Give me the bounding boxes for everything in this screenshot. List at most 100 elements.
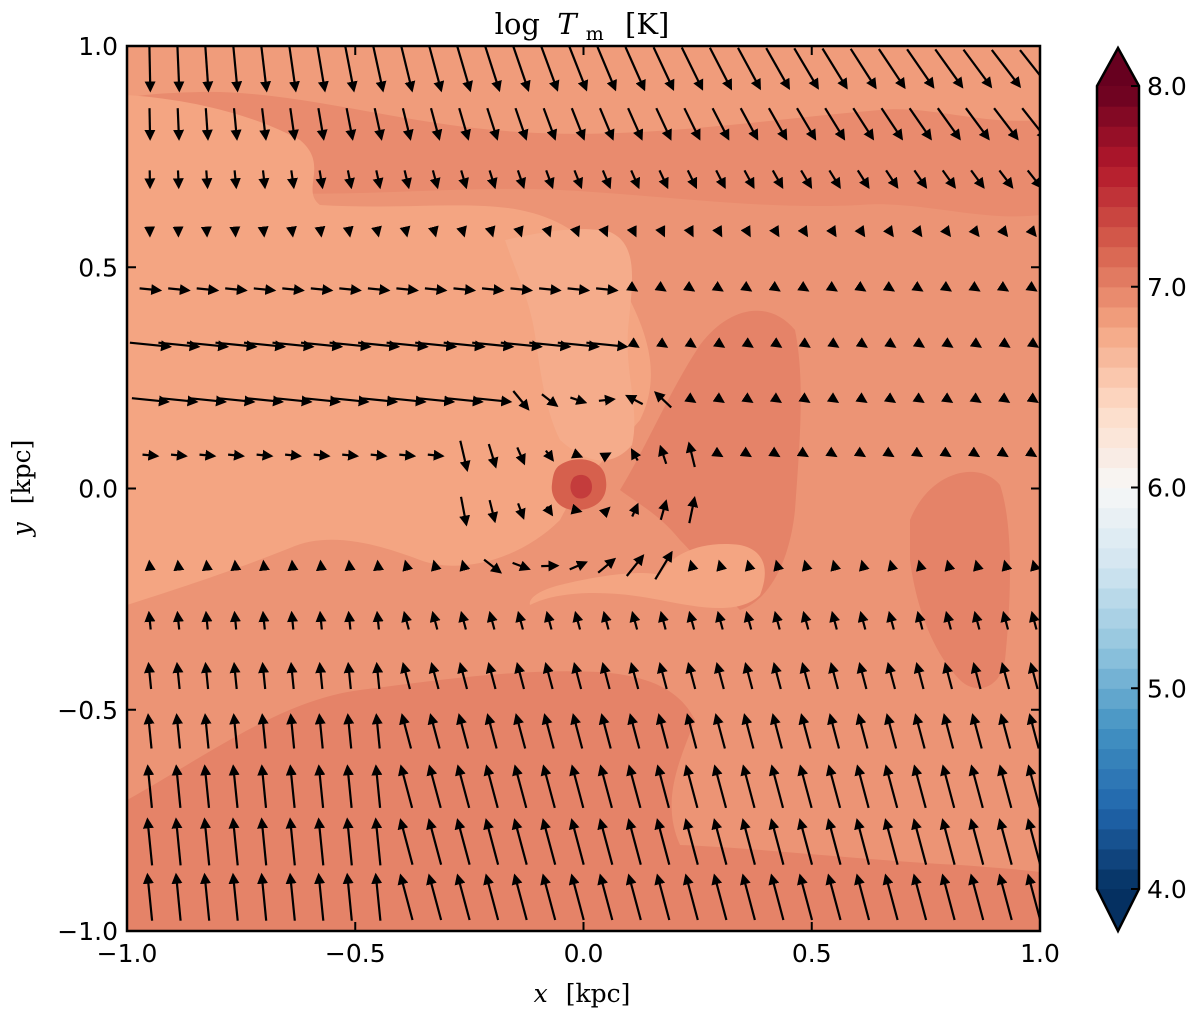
velocity-arrow xyxy=(257,817,269,866)
x-tick-label: −0.5 xyxy=(325,939,386,968)
velocity-arrow xyxy=(172,610,184,630)
velocity-arrow xyxy=(144,46,156,93)
y-tick-label: 0.5 xyxy=(78,253,118,282)
velocity-arrow xyxy=(713,337,726,348)
velocity-arrow xyxy=(258,661,270,690)
velocity-arrow xyxy=(799,661,811,690)
velocity-arrow xyxy=(229,713,241,749)
velocity-arrow xyxy=(885,661,897,690)
velocity-arrow xyxy=(529,340,572,352)
velocity-arrow xyxy=(586,340,629,352)
colorbar-level xyxy=(1097,427,1139,448)
colorbar-ticks: 4.0 5.0 6.0 7.0 8.0 xyxy=(1131,72,1187,904)
velocity-arrow xyxy=(886,610,897,630)
velocity-arrow xyxy=(258,610,270,630)
velocity-arrow xyxy=(484,225,496,238)
velocity-arrow xyxy=(400,46,416,93)
velocity-arrow xyxy=(484,713,498,749)
velocity-arrow xyxy=(657,661,668,690)
velocity-arrow xyxy=(342,872,354,921)
velocity-arrow xyxy=(142,449,160,461)
velocity-arrow xyxy=(427,225,439,238)
velocity-arrow xyxy=(287,108,299,141)
velocity-arrow xyxy=(215,340,258,352)
velocity-arrow xyxy=(200,817,211,866)
velocity-arrow xyxy=(459,440,471,472)
velocity-arrow xyxy=(658,169,669,190)
y-tick-label: 1.0 xyxy=(78,32,118,61)
velocity-arrow xyxy=(171,817,183,866)
velocity-arrow xyxy=(1025,873,1040,921)
velocity-arrow xyxy=(825,818,842,865)
velocity-arrow xyxy=(370,449,388,461)
velocity-arrow xyxy=(655,713,669,749)
velocity-arrow xyxy=(970,661,982,690)
velocity-arrow xyxy=(883,764,899,809)
velocity-arrow xyxy=(512,560,531,572)
velocity-arrow xyxy=(601,169,612,190)
velocity-arrow xyxy=(797,225,809,238)
colorbar-level xyxy=(1097,246,1139,268)
x-tick-label: 0.0 xyxy=(564,939,604,968)
velocity-arrow xyxy=(230,559,242,572)
velocity-arrow xyxy=(908,107,932,141)
velocity-arrow xyxy=(627,713,641,749)
velocity-arrow xyxy=(599,452,612,463)
velocity-arrow xyxy=(944,559,956,572)
velocity-arrow xyxy=(595,284,619,296)
velocity-arrow xyxy=(854,764,870,809)
velocity-arrow xyxy=(170,449,188,461)
velocity-arrow xyxy=(997,225,1009,238)
velocity-arrow xyxy=(314,872,326,921)
velocity-arrow xyxy=(882,873,899,921)
velocity-arrow xyxy=(544,170,555,190)
velocity-arrow xyxy=(939,818,956,865)
colorbar-level xyxy=(1097,527,1139,549)
velocity-arrow xyxy=(456,713,470,749)
velocity-arrow xyxy=(229,170,241,190)
colorbar-level xyxy=(1097,607,1139,629)
velocity-arrow xyxy=(712,392,725,404)
velocity-arrow xyxy=(597,873,614,921)
velocity-arrow xyxy=(230,108,242,141)
velocity-arrow xyxy=(824,107,846,141)
velocity-arrow xyxy=(741,392,754,404)
velocity-arrow xyxy=(599,661,611,690)
colorbar-level xyxy=(1097,286,1139,308)
velocity-arrow xyxy=(570,713,584,749)
velocity-arrow xyxy=(740,764,756,809)
velocity-arrow xyxy=(513,225,524,238)
velocity-arrow xyxy=(797,818,814,865)
velocity-arrow xyxy=(941,169,956,189)
field-region-right-hot-blob xyxy=(910,471,1010,689)
velocity-arrow xyxy=(821,47,848,90)
velocity-arrow xyxy=(314,817,326,866)
velocity-arrow xyxy=(830,559,842,572)
velocity-arrow xyxy=(342,225,354,238)
velocity-arrow xyxy=(683,225,694,238)
velocity-arrow xyxy=(968,225,980,238)
velocity-arrow xyxy=(481,284,505,296)
velocity-arrow xyxy=(542,661,554,690)
velocity-arrow xyxy=(143,713,155,749)
velocity-arrow xyxy=(911,764,927,809)
velocity-arrow xyxy=(515,446,526,466)
velocity-arrow xyxy=(997,764,1013,809)
colorbar-level xyxy=(1097,186,1139,208)
x-tick-label: 1.0 xyxy=(1020,939,1060,968)
velocity-arrow xyxy=(457,661,469,690)
velocity-arrow xyxy=(228,872,240,921)
velocity-arrow xyxy=(316,108,328,141)
velocity-arrow xyxy=(286,661,298,690)
velocity-arrow xyxy=(826,392,840,404)
velocity-arrow xyxy=(426,764,442,809)
velocity-arrow xyxy=(797,764,813,809)
velocity-arrow xyxy=(186,340,230,352)
velocity-arrow xyxy=(877,48,906,90)
velocity-arrow xyxy=(739,107,759,141)
velocity-arrow xyxy=(741,337,754,348)
velocity-arrow xyxy=(1026,392,1039,404)
velocity-arrow xyxy=(625,394,644,406)
colorbar-level xyxy=(1097,166,1139,187)
